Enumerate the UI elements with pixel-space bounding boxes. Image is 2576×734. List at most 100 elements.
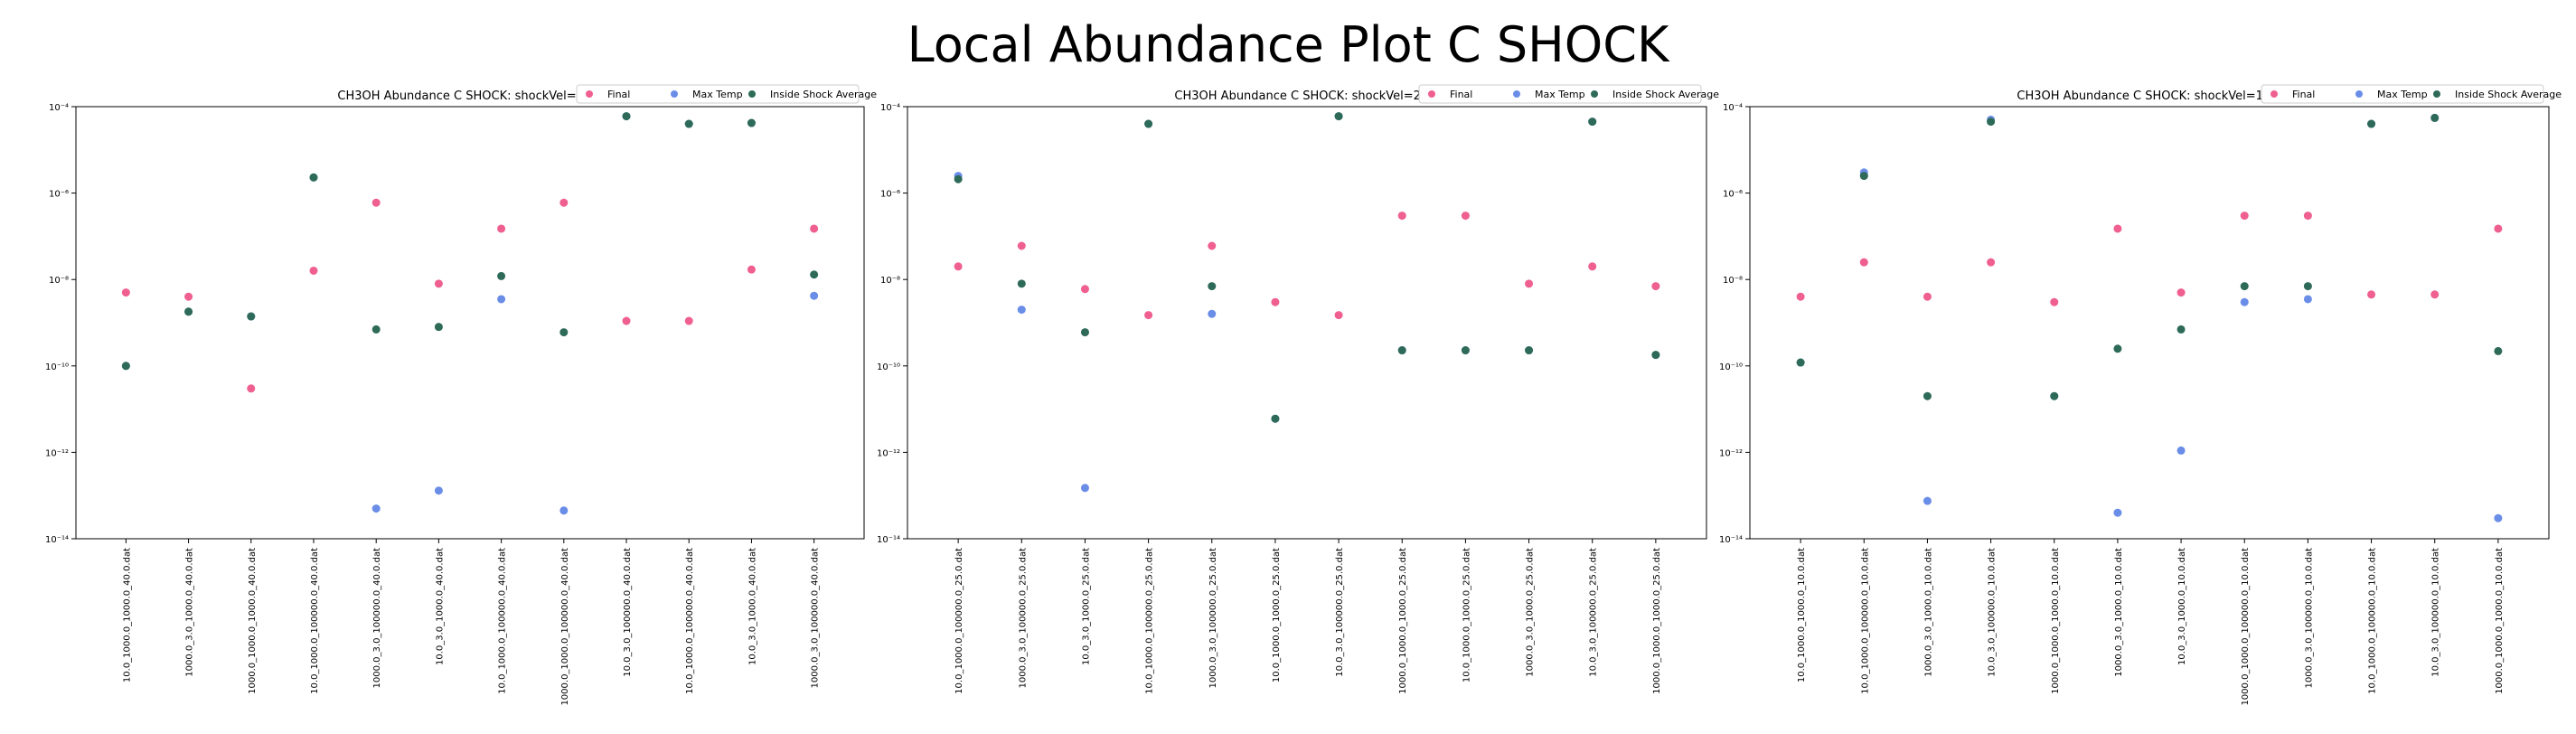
point-inside-shock-average	[1859, 172, 1868, 181]
legend-box	[2261, 84, 2544, 104]
legend-marker	[2355, 90, 2363, 98]
y-tick-label: 10⁻¹⁰	[877, 362, 900, 372]
x-tick-label: 10.0_1000.0_1000.0_10.0.dat	[1797, 548, 1807, 682]
figure-suptitle: Local Abundance Plot C SHOCK	[907, 16, 1669, 73]
point-inside-shock-average	[2303, 282, 2312, 291]
x-tick-label: 1000.0_3.0_1000.0_40.0.dat	[185, 548, 195, 677]
x-tick-label: 10.0_3.0_1000.0_25.0.dat	[1081, 548, 1091, 665]
y-tick-label: 10⁻¹²	[45, 448, 69, 458]
point-final	[371, 198, 381, 207]
point-max-temp	[371, 504, 381, 513]
point-inside-shock-average	[1334, 112, 1343, 121]
point-max-temp	[2303, 295, 2312, 304]
x-tick-label: 1000.0_3.0_100000.0_25.0.dat	[1208, 548, 1218, 689]
point-max-temp	[434, 486, 443, 495]
point-inside-shock-average	[1796, 358, 1805, 367]
chart-title: CH3OH Abundance C SHOCK: shockVel=25.0	[1174, 89, 1439, 103]
x-tick-label: 10.0_1000.0_1000.0_25.0.dat	[1272, 548, 1282, 682]
point-inside-shock-average	[1588, 118, 1597, 127]
legend-box	[1418, 84, 1702, 104]
point-final	[2494, 224, 2503, 233]
y-tick-label: 10⁻¹²	[877, 448, 900, 458]
y-tick-label: 10⁻¹⁴	[877, 535, 900, 545]
point-final	[1796, 292, 1805, 301]
point-max-temp	[2113, 508, 2122, 517]
legend-label: Final	[1450, 89, 1472, 100]
point-inside-shock-average	[184, 307, 193, 316]
y-tick-label: 10⁻⁴	[880, 103, 900, 113]
point-max-temp	[1017, 306, 1026, 315]
legend-marker	[1428, 90, 1435, 98]
legend-label: Inside Shock Average	[2455, 89, 2562, 100]
point-max-temp	[2240, 297, 2249, 306]
point-final	[684, 316, 693, 325]
legend-label: Final	[2292, 89, 2315, 100]
axes-frame	[75, 106, 865, 540]
x-tick-label: 10.0_3.0_100000.0_25.0.dat	[1335, 548, 1345, 677]
x-tick-label: 1000.0_3.0_100000.0_10.0.dat	[2304, 548, 2314, 689]
point-final	[1525, 279, 1534, 288]
x-tick-label: 1000.0_1000.0_1000.0_10.0.dat	[2051, 548, 2061, 694]
legend-marker	[1591, 90, 1598, 98]
x-tick-label: 1000.0_1000.0_1000.0_10.0.dat	[2495, 548, 2505, 694]
y-tick-label: 10⁻⁶	[49, 190, 69, 200]
point-max-temp	[497, 295, 506, 304]
point-inside-shock-average	[1144, 119, 1153, 128]
point-max-temp	[810, 291, 819, 300]
point-final	[2050, 297, 2059, 306]
point-inside-shock-average	[1525, 346, 1534, 355]
x-tick-label: 1000.0_1000.0_1000.0_25.0.dat	[1398, 548, 1408, 694]
point-final	[1859, 258, 1868, 267]
point-inside-shock-average	[1651, 351, 1660, 360]
point-final	[121, 288, 130, 297]
point-final	[1080, 285, 1089, 294]
y-tick-label: 10⁻¹⁴	[45, 535, 69, 545]
point-final	[2367, 290, 2376, 299]
point-inside-shock-average	[1017, 279, 1026, 288]
point-final	[434, 279, 443, 288]
point-max-temp	[2494, 513, 2503, 522]
chart-panel-2: CH3OH Abundance C SHOCK: shockVel=25.0 10…	[877, 84, 1719, 694]
point-inside-shock-average	[371, 325, 381, 334]
point-max-temp	[1923, 496, 1932, 505]
point-inside-shock-average	[309, 173, 318, 182]
y-tick-label: 10⁻¹⁰	[1719, 362, 1743, 372]
point-inside-shock-average	[247, 312, 256, 321]
x-tick-label: 10.0_3.0_1000.0_40.0.dat	[747, 548, 757, 665]
point-final	[2113, 224, 2122, 233]
legend-marker	[2270, 90, 2278, 98]
chart-panel-3: CH3OH Abundance C SHOCK: shockVel=10.0 10…	[1719, 84, 2562, 706]
legend-label: Inside Shock Average	[770, 89, 877, 100]
x-tick-label: 1000.0_1000.0_100000.0_10.0.dat	[2241, 548, 2251, 706]
x-tick-label: 1000.0_3.0_1000.0_25.0.dat	[1526, 548, 1536, 677]
x-tick-label: 10.0_3.0_1000.0_40.0.dat	[435, 548, 445, 665]
x-tick-label: 1000.0_1000.0_1000.0_25.0.dat	[1652, 548, 1662, 694]
x-tick-label: 10.0_1000.0_100000.0_10.0.dat	[1860, 548, 1870, 694]
point-max-temp	[559, 506, 569, 515]
point-max-temp	[1080, 484, 1089, 493]
y-tick-label: 10⁻⁸	[1723, 276, 1743, 286]
point-inside-shock-average	[2240, 282, 2249, 291]
point-inside-shock-average	[954, 174, 963, 184]
point-final	[184, 292, 193, 301]
point-final	[622, 316, 631, 325]
x-tick-label: 10.0_1000.0_100000.0_10.0.dat	[2368, 548, 2378, 694]
x-tick-label: 1000.0_3.0_100000.0_40.0.dat	[811, 548, 821, 689]
point-final	[309, 266, 318, 275]
point-max-temp	[2176, 446, 2186, 455]
x-tick-label: 10.0_1000.0_1000.0_25.0.dat	[1462, 548, 1471, 682]
point-inside-shock-average	[1397, 346, 1406, 355]
x-tick-label: 10.0_1000.0_100000.0_40.0.dat	[498, 548, 508, 694]
chart-title: CH3OH Abundance C SHOCK: shockVel=10.0	[2017, 89, 2281, 103]
x-tick-label: 10.0_3.0_1000.0_10.0.dat	[2177, 548, 2187, 665]
x-tick-label: 10.0_1000.0_1000.0_40.0.dat	[122, 548, 132, 682]
point-inside-shock-average	[2494, 346, 2503, 355]
x-tick-label: 10.0_1000.0_100000.0_25.0.dat	[954, 548, 964, 694]
point-final	[1987, 258, 1996, 267]
point-inside-shock-average	[1987, 118, 1996, 127]
point-inside-shock-average	[434, 323, 443, 332]
legend-marker	[671, 90, 678, 98]
legend-marker	[2433, 90, 2440, 98]
y-tick-label: 10⁻¹⁴	[1719, 535, 1743, 545]
